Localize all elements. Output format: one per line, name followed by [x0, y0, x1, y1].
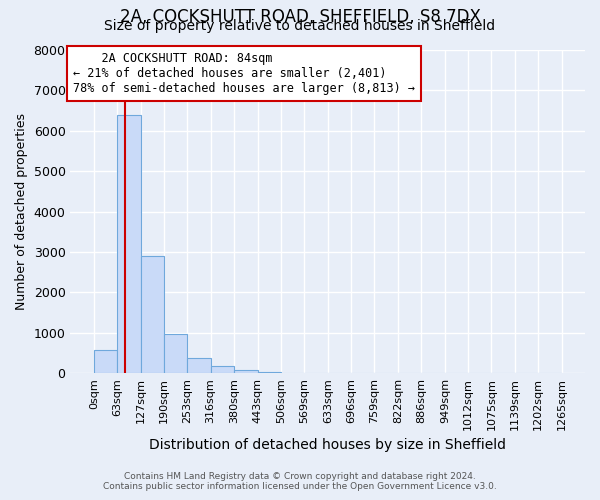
Bar: [187, 358, 211, 374]
X-axis label: Distribution of detached houses by size in Sheffield: Distribution of detached houses by size …: [149, 438, 506, 452]
Bar: [141, 256, 164, 374]
Bar: [164, 334, 187, 374]
Text: 2A, COCKSHUTT ROAD, SHEFFIELD, S8 7DX: 2A, COCKSHUTT ROAD, SHEFFIELD, S8 7DX: [119, 8, 481, 26]
Bar: [257, 372, 281, 374]
Y-axis label: Number of detached properties: Number of detached properties: [15, 113, 28, 310]
Bar: [211, 366, 235, 374]
Text: Size of property relative to detached houses in Sheffield: Size of property relative to detached ho…: [104, 19, 496, 33]
Text: Contains HM Land Registry data © Crown copyright and database right 2024.
Contai: Contains HM Land Registry data © Crown c…: [103, 472, 497, 491]
Bar: [235, 370, 257, 374]
Text: 2A COCKSHUTT ROAD: 84sqm
← 21% of detached houses are smaller (2,401)
78% of sem: 2A COCKSHUTT ROAD: 84sqm ← 21% of detach…: [73, 52, 415, 94]
Bar: [94, 350, 117, 374]
Bar: [117, 114, 141, 374]
